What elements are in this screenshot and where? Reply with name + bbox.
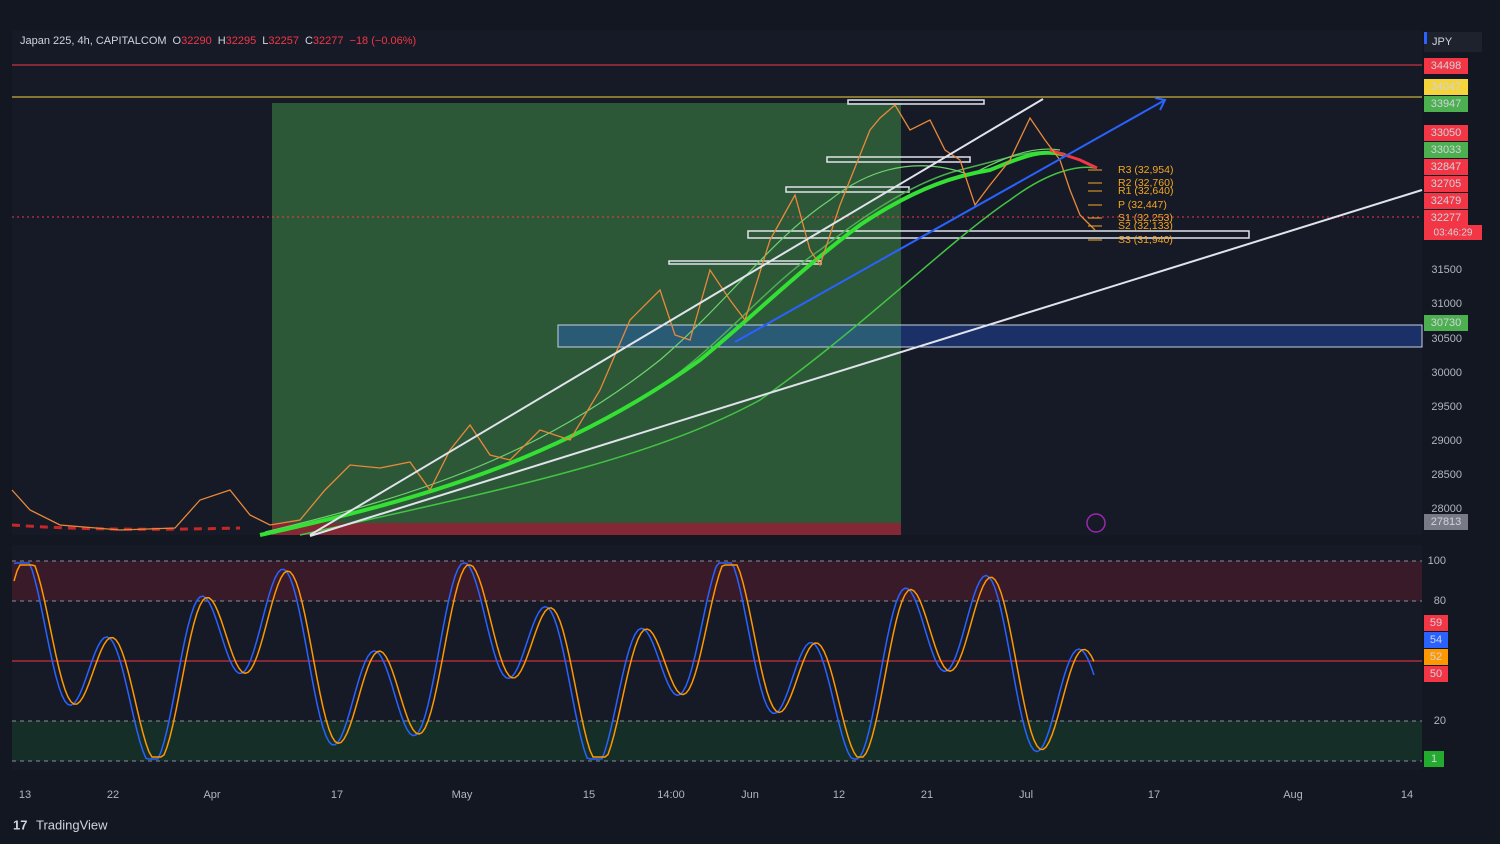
date-label: May (452, 789, 473, 801)
price-label-box (1424, 96, 1468, 112)
ohlc-value: 32257 (268, 35, 299, 47)
oscillator-levels (12, 560, 1422, 762)
pivot-label: S1 (32,253) (1118, 212, 1173, 224)
ohlc-label: C (305, 35, 313, 47)
oscillator-tick-label: 20 (1434, 715, 1446, 727)
oscillator-label-box (1424, 649, 1448, 665)
price-label-box (1424, 210, 1468, 226)
pivot-label: P (32,447) (1118, 199, 1167, 211)
moving-averages (11, 148, 1098, 537)
price-label: 32705 (1431, 178, 1462, 190)
ohlc-value: 32295 (226, 35, 257, 47)
brand-logo[interactable]: 17 (13, 817, 27, 832)
pivot-label: R1 (32,640) (1118, 185, 1173, 197)
oscillator-label: 1 (1431, 753, 1437, 765)
price-tick-label: 31500 (1431, 264, 1462, 276)
date-label: Apr (203, 789, 220, 801)
pivot-label: S2 (32,133) (1118, 220, 1173, 232)
boxes (668, 99, 1250, 265)
price-label: 34047 (1431, 81, 1462, 93)
trend-line (309, 98, 1044, 536)
demand-zone (557, 324, 1423, 348)
price-label: 32277 (1431, 212, 1462, 224)
price-label: 34498 (1431, 60, 1462, 72)
oscillator-label: 50 (1430, 668, 1442, 680)
oscillator-label-box (1424, 615, 1448, 631)
oscillator-tick-label: 80 (1434, 595, 1446, 607)
oversold-zone (12, 721, 1422, 761)
date-label: 21 (921, 789, 933, 801)
price-label: 32847 (1431, 161, 1462, 173)
price-label: 33033 (1431, 144, 1462, 156)
price-tick-label: 30500 (1431, 333, 1462, 345)
pivot-label: R2 (32,760) (1118, 177, 1173, 189)
price-label-box (1424, 79, 1468, 95)
price-label: 32479 (1431, 195, 1462, 207)
price-tick-label: 28500 (1431, 469, 1462, 481)
ohlc-label: L (262, 35, 268, 47)
timer: 03:46:29 (1434, 228, 1473, 239)
price-label-box (1424, 142, 1468, 158)
price-tick-label: 31000 (1431, 298, 1462, 310)
date-label: 17 (331, 789, 343, 801)
date-label: 14:00 (657, 789, 685, 801)
price-tick-label: 28000 (1431, 503, 1462, 515)
oscillator-tick-label: 100 (1428, 555, 1446, 567)
price-label-box (1424, 176, 1468, 192)
oscillator-label: 54 (1430, 634, 1442, 646)
timer-box (1424, 225, 1482, 240)
date-label: 12 (833, 789, 845, 801)
date-label: 14 (1401, 789, 1413, 801)
currency-marker (1424, 32, 1427, 44)
date-label: 17 (1148, 789, 1160, 801)
price-label: 33947 (1431, 98, 1462, 110)
date-label: Jun (741, 789, 759, 801)
trend-line (309, 189, 1423, 537)
price-label: 33050 (1431, 127, 1462, 139)
ohlc-label: O (173, 35, 182, 47)
date-label: Jul (1019, 789, 1033, 801)
oscillator-label: 59 (1430, 617, 1442, 629)
date-label: 22 (107, 789, 119, 801)
pivot-label: R3 (32,954) (1118, 164, 1173, 176)
price-label-box (1424, 159, 1468, 175)
price-path (11, 104, 1096, 531)
price-label: 30730 (1431, 317, 1462, 329)
oscillator-label-box (1424, 751, 1444, 767)
ohlc-value: 32277 (313, 35, 344, 47)
price-tick-label: 30000 (1431, 367, 1462, 379)
date-label: 15 (583, 789, 595, 801)
pivot-label: S3 (31,940) (1118, 234, 1173, 246)
date-label: 13 (19, 789, 31, 801)
change: −18 (−0.06%) (350, 35, 417, 47)
price-label-box (1424, 315, 1468, 331)
price-label-box (1424, 514, 1468, 530)
date-label: Aug (1283, 789, 1303, 801)
trend-line (734, 99, 1166, 343)
arrow-head (1154, 97, 1167, 111)
ohlc-value: 32290 (181, 35, 212, 47)
ohlc-label: H (218, 35, 226, 47)
oscillator-d (13, 564, 1095, 758)
brand[interactable]: TradingView (36, 817, 108, 832)
price-label: 27813 (1431, 516, 1462, 528)
oscillator-k (13, 562, 1095, 760)
price-label-box (1424, 125, 1468, 141)
oscillator-label-box (1424, 632, 1448, 648)
long-position-zone (272, 103, 901, 523)
symbol: Japan 225, 4h, CAPITALCOM (20, 35, 167, 47)
oscillator-label: 52 (1430, 651, 1442, 663)
price-tick-label: 29500 (1431, 401, 1462, 413)
currency: JPY (1432, 36, 1453, 48)
oscillator-label-box (1424, 666, 1448, 682)
currency-box[interactable] (1424, 32, 1482, 52)
stop-zone (272, 523, 901, 535)
main-pane (12, 30, 1422, 535)
symbol-header: Japan 225, 4h, CAPITALCOM O32290 H32295 L32… (20, 35, 416, 47)
price-tick-label: 29000 (1431, 435, 1462, 447)
price-label-box (1424, 193, 1468, 209)
alert-icon[interactable] (1086, 513, 1106, 533)
price-label-box (1424, 58, 1468, 74)
